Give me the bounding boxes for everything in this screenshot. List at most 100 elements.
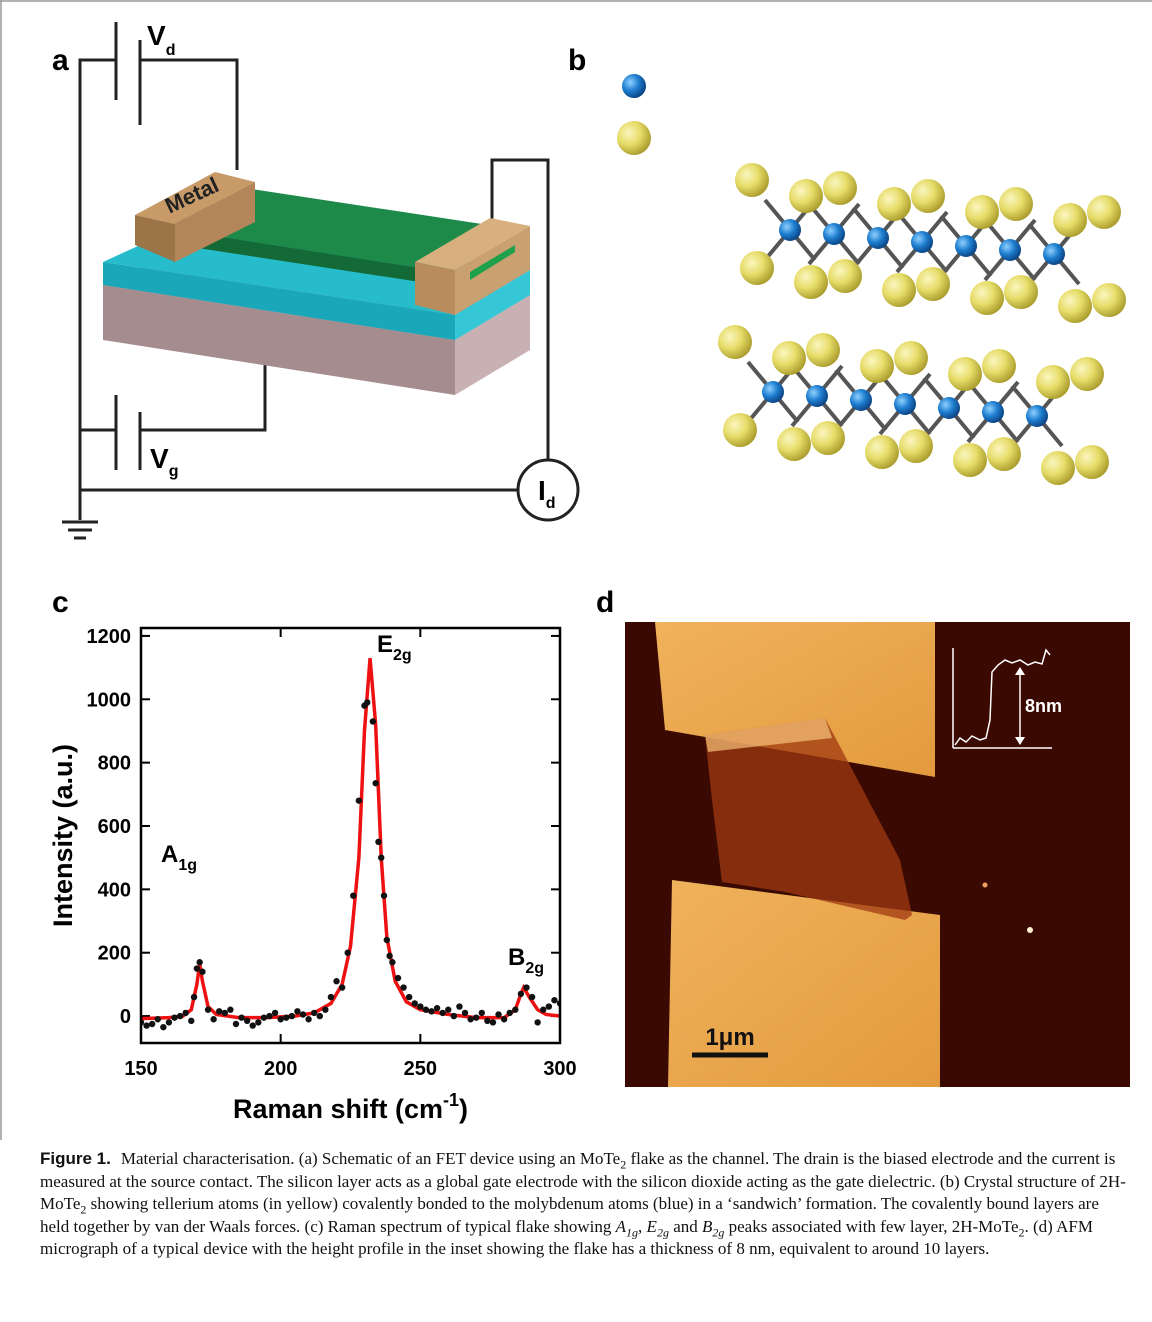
x-tick-label: 150 [124,1058,157,1080]
id-main: I [538,475,546,506]
te-atom [987,437,1021,471]
data-point [372,780,378,786]
y-tick-label: 1000 [87,689,132,711]
vd-main: V [147,20,166,51]
data-point [238,1014,244,1020]
data-point [479,1010,485,1016]
data-point [199,969,205,975]
peak-label-main: B [508,944,525,971]
te-atom [823,171,857,205]
data-point [300,1011,306,1017]
caption-text: E [647,1217,657,1236]
y-tick-label: 1200 [87,626,132,648]
caption-text: 2g [712,1225,724,1239]
te-atom [965,195,999,229]
x-axis-label: Raman shift (cm-1) [233,1090,468,1124]
data-point [529,994,535,1000]
caption-text: 2g [657,1225,669,1239]
te-atom [860,349,894,383]
data-point [540,1007,546,1013]
te-atom [1070,357,1104,391]
vg-sub: g [169,463,179,480]
caption-label: Figure 1. [40,1149,111,1168]
peak-label-main: E [377,631,393,658]
data-point [384,937,390,943]
data-point [205,1007,211,1013]
data-point [194,965,200,971]
vd-sub: d [166,42,176,59]
data-point [266,1013,272,1019]
data-point [484,1018,490,1024]
te-atom [772,341,806,375]
te-atom [828,259,862,293]
data-point [261,1014,267,1020]
te-atom [777,427,811,461]
scale-bar-label: 1μm [705,1024,754,1051]
mo-atom [867,227,889,249]
te-atom [899,429,933,463]
te-atom [970,281,1004,315]
mo-atom [955,235,977,257]
data-point [495,1011,501,1017]
data-point [143,1022,149,1028]
te-atom [982,349,1016,383]
data-point [166,1019,172,1025]
mo-atom [911,231,933,253]
data-point [445,1007,451,1013]
caption-text: and [669,1217,702,1236]
mo-atom [1043,243,1065,265]
data-point [305,1016,311,1022]
mo-atom [823,223,845,245]
data-point [216,1008,222,1014]
x-axis-label-end: ) [459,1094,468,1124]
data-point [518,991,524,997]
data-point [322,1007,328,1013]
panel-label: b [568,44,586,77]
data-point [473,1014,479,1020]
data-point [534,1019,540,1025]
peak-label-sub: 1g [178,857,197,874]
mo-atom [938,397,960,419]
data-point [317,1013,323,1019]
data-point [356,797,362,803]
data-point [328,994,334,1000]
te-atom [1004,275,1038,309]
te-atom-key [617,121,651,155]
caption: Figure 1.Material characterisation. (a) … [40,1148,1130,1261]
te-atom [1053,203,1087,237]
mo-atom [999,239,1021,261]
te-atom [1092,283,1126,317]
mo-atom [850,389,872,411]
mo-atom [762,381,784,403]
te-atom [740,251,774,285]
data-point [395,975,401,981]
data-point [523,984,529,990]
x-axis-label-main: Raman shift (cm [233,1094,443,1124]
data-point [210,1016,216,1022]
data-point [333,978,339,984]
te-atom [999,187,1033,221]
data-point [155,1016,161,1022]
data-point [507,1010,513,1016]
data-point [227,1007,233,1013]
data-point [423,1007,429,1013]
data-point [439,1010,445,1016]
te-atom [794,265,828,299]
data-point [551,997,557,1003]
te-atom [1041,451,1075,485]
data-point [370,718,376,724]
te-atom [718,325,752,359]
raman-chart: 020040060080010001200150200250300A1gE2gB… [48,626,577,1124]
te-atom [1075,445,1109,479]
data-point [350,892,356,898]
y-tick-label: 600 [98,816,131,838]
data-point [277,1016,283,1022]
peak-label-main: A [161,841,178,868]
data-point [188,1018,194,1024]
vg-main: V [150,443,169,474]
y-tick-label: 200 [98,943,131,965]
fit-line [141,658,560,1019]
te-atom [1036,365,1070,399]
mo-atom [982,401,1004,423]
vg-label: Vg [150,443,178,480]
